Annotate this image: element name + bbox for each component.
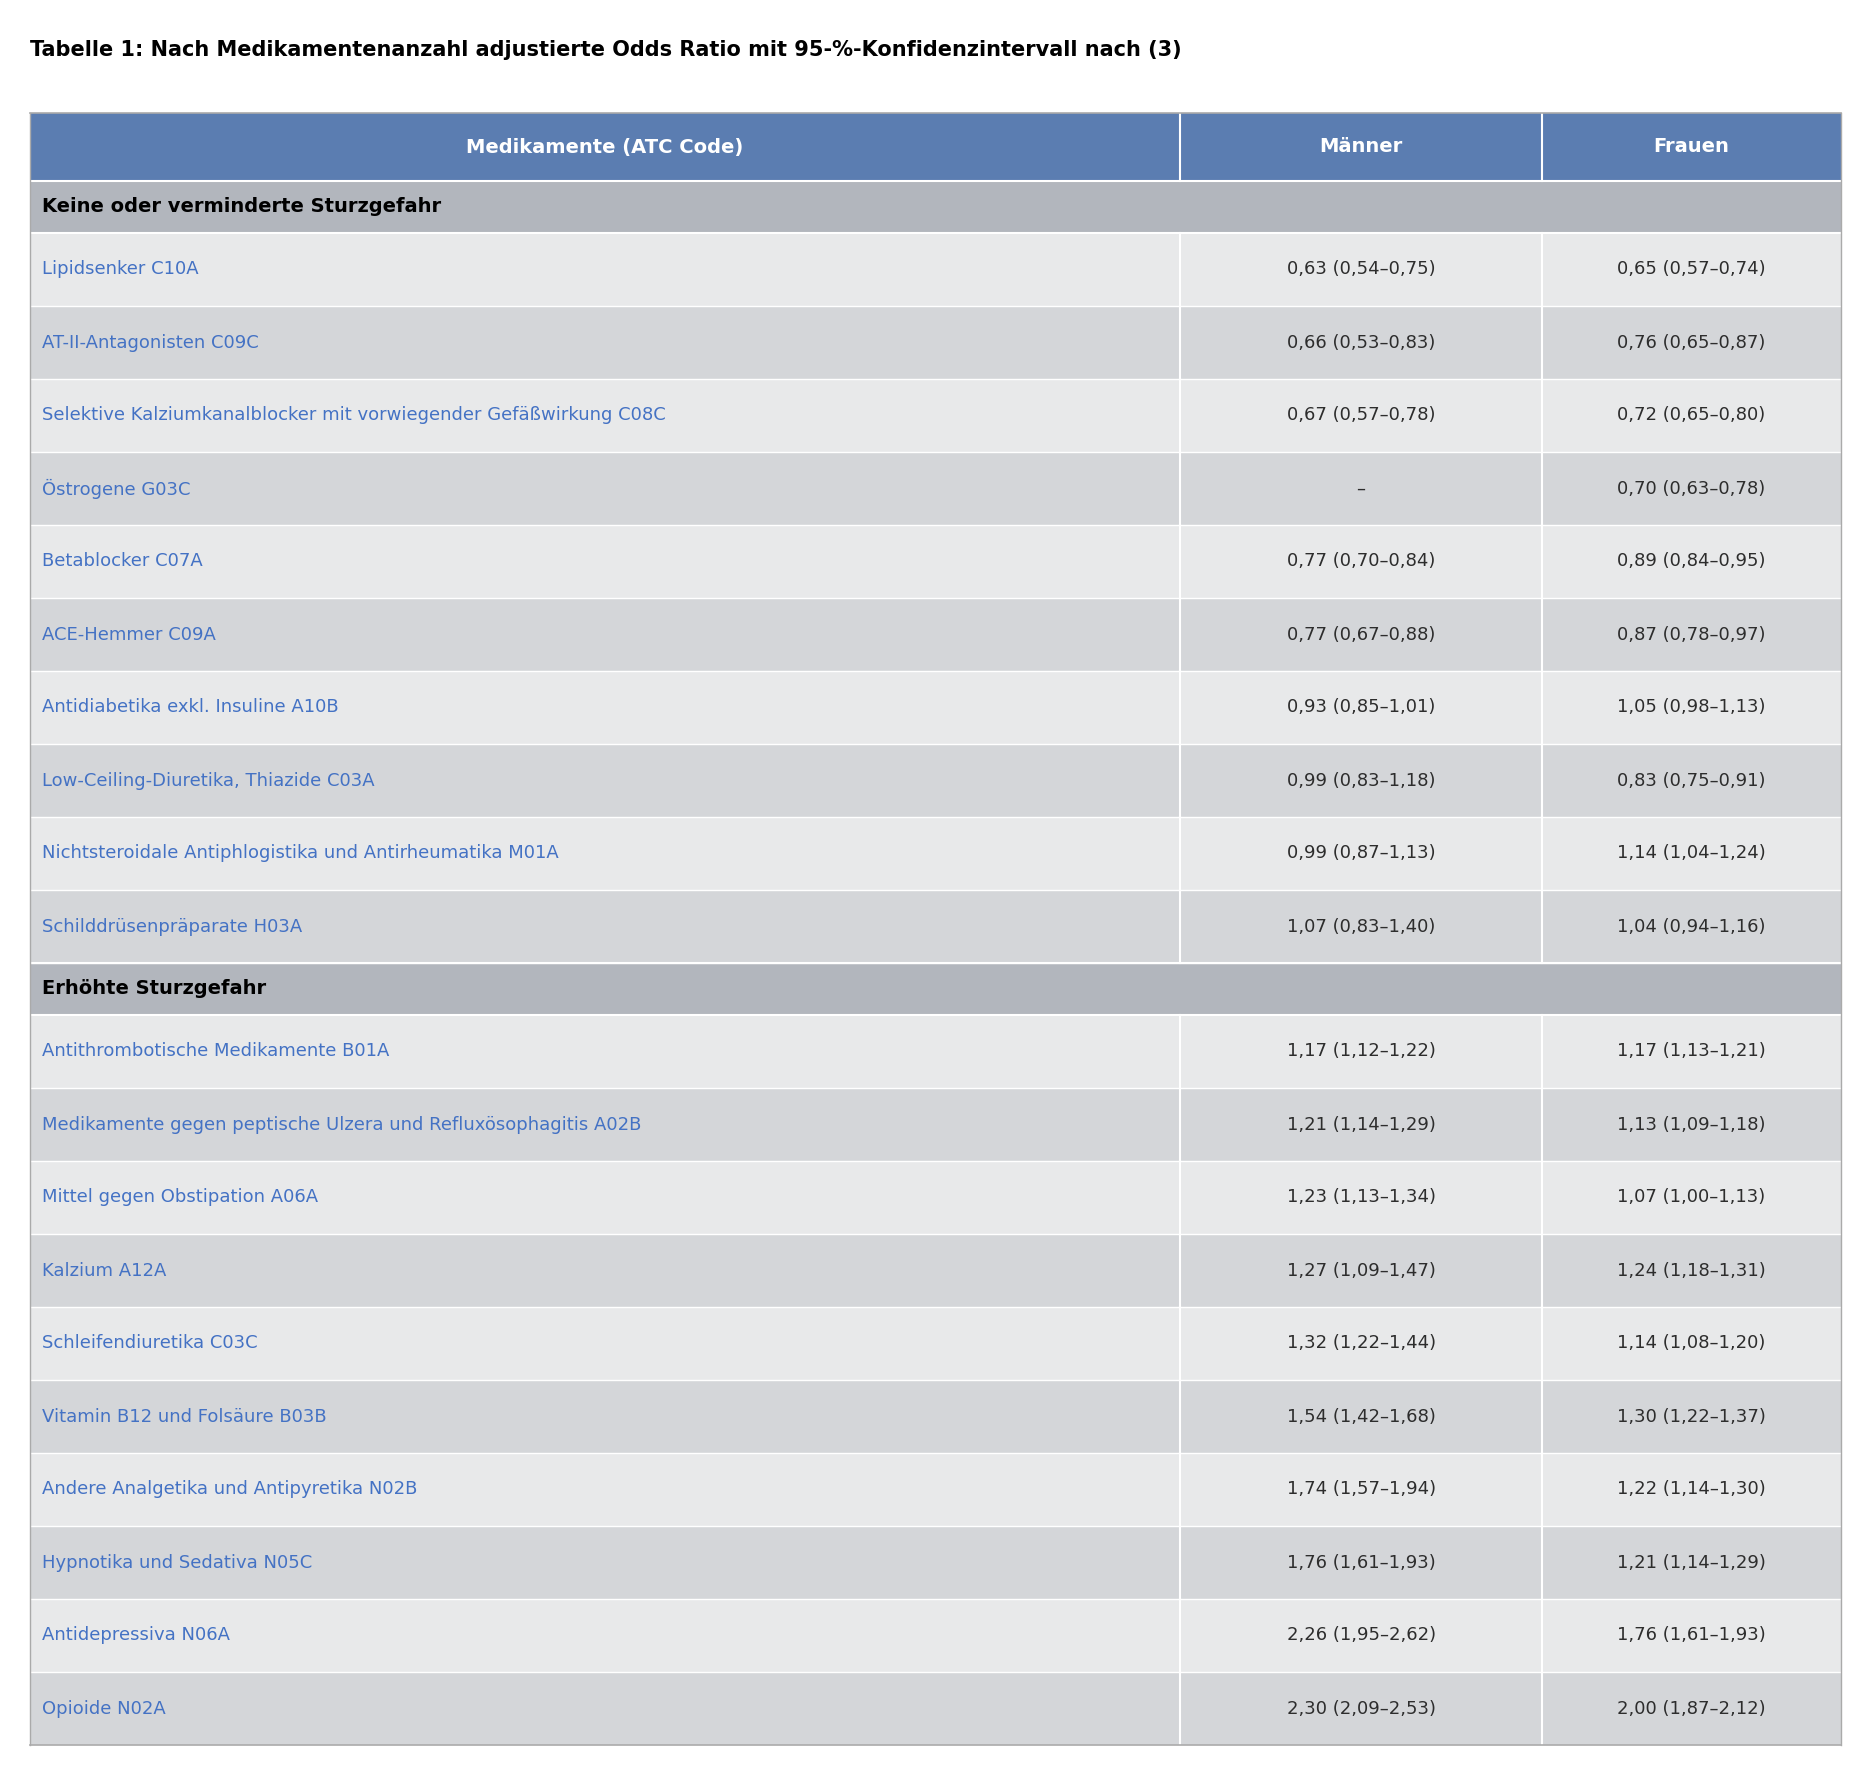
- Text: Lipidsenker C10A: Lipidsenker C10A: [41, 260, 198, 278]
- Text: 0,87 (0,78–0,97): 0,87 (0,78–0,97): [1617, 625, 1766, 644]
- Text: Erhöhte Sturzgefahr: Erhöhte Sturzgefahr: [41, 979, 266, 998]
- Bar: [30, 526, 1841, 598]
- Text: Antidiabetika exkl. Insuline A10B: Antidiabetika exkl. Insuline A10B: [41, 699, 339, 717]
- Text: 0,70 (0,63–0,78): 0,70 (0,63–0,78): [1617, 480, 1766, 497]
- Bar: [30, 113, 1841, 181]
- Text: 1,24 (1,18–1,31): 1,24 (1,18–1,31): [1617, 1262, 1766, 1280]
- Bar: [30, 1089, 1841, 1161]
- Text: 0,72 (0,65–0,80): 0,72 (0,65–0,80): [1617, 407, 1766, 425]
- Text: Medikamente gegen peptische Ulzera und Refluxösophagitis A02B: Medikamente gegen peptische Ulzera und R…: [41, 1115, 642, 1133]
- Text: Andere Analgetika und Antipyretika N02B: Andere Analgetika und Antipyretika N02B: [41, 1480, 417, 1499]
- Text: 1,14 (1,08–1,20): 1,14 (1,08–1,20): [1617, 1335, 1766, 1352]
- Text: 1,30 (1,22–1,37): 1,30 (1,22–1,37): [1617, 1407, 1766, 1425]
- Text: 1,76 (1,61–1,93): 1,76 (1,61–1,93): [1287, 1554, 1435, 1572]
- Text: Vitamin B12 und Folsäure B03B: Vitamin B12 und Folsäure B03B: [41, 1407, 327, 1425]
- Text: Kalzium A12A: Kalzium A12A: [41, 1262, 167, 1280]
- Text: Keine oder verminderte Sturzgefahr: Keine oder verminderte Sturzgefahr: [41, 198, 442, 216]
- Bar: [30, 234, 1841, 306]
- Text: 0,89 (0,84–0,95): 0,89 (0,84–0,95): [1617, 552, 1766, 570]
- Text: Low-Ceiling-Diuretika, Thiazide C03A: Low-Ceiling-Diuretika, Thiazide C03A: [41, 772, 374, 789]
- Bar: [30, 1306, 1841, 1381]
- Text: AT-II-Antagonisten C09C: AT-II-Antagonisten C09C: [41, 333, 258, 352]
- Text: Antithrombotische Medikamente B01A: Antithrombotische Medikamente B01A: [41, 1043, 389, 1060]
- Text: Männer: Männer: [1319, 138, 1403, 156]
- Text: Opioide N02A: Opioide N02A: [41, 1699, 167, 1717]
- Text: –: –: [1356, 480, 1366, 497]
- Text: 0,99 (0,83–1,18): 0,99 (0,83–1,18): [1287, 772, 1435, 789]
- Bar: [30, 1526, 1841, 1598]
- Bar: [30, 306, 1841, 379]
- Bar: [30, 671, 1841, 743]
- Text: 1,32 (1,22–1,44): 1,32 (1,22–1,44): [1287, 1335, 1435, 1352]
- Bar: [30, 963, 1841, 1014]
- Text: 1,22 (1,14–1,30): 1,22 (1,14–1,30): [1617, 1480, 1766, 1499]
- Bar: [30, 451, 1841, 526]
- Text: Tabelle 1: Nach Medikamentenanzahl adjustierte Odds Ratio mit 95-%-Konfidenzinte: Tabelle 1: Nach Medikamentenanzahl adjus…: [30, 41, 1182, 60]
- Bar: [30, 1234, 1841, 1306]
- Text: 2,00 (1,87–2,12): 2,00 (1,87–2,12): [1617, 1699, 1766, 1717]
- Text: 0,83 (0,75–0,91): 0,83 (0,75–0,91): [1617, 772, 1766, 789]
- Text: 0,63 (0,54–0,75): 0,63 (0,54–0,75): [1287, 260, 1435, 278]
- Text: 0,66 (0,53–0,83): 0,66 (0,53–0,83): [1287, 333, 1435, 352]
- Bar: [30, 1014, 1841, 1089]
- Text: 1,04 (0,94–1,16): 1,04 (0,94–1,16): [1617, 917, 1766, 936]
- Text: 1,05 (0,98–1,13): 1,05 (0,98–1,13): [1617, 699, 1766, 717]
- Text: 1,17 (1,12–1,22): 1,17 (1,12–1,22): [1287, 1043, 1435, 1060]
- Text: 0,67 (0,57–0,78): 0,67 (0,57–0,78): [1287, 407, 1435, 425]
- Bar: [30, 818, 1841, 890]
- Text: Hypnotika und Sedativa N05C: Hypnotika und Sedativa N05C: [41, 1554, 312, 1572]
- Text: 1,74 (1,57–1,94): 1,74 (1,57–1,94): [1287, 1480, 1435, 1499]
- Text: Schilddrüsenpräparate H03A: Schilddrüsenpräparate H03A: [41, 917, 303, 936]
- Text: Östrogene G03C: Östrogene G03C: [41, 478, 191, 499]
- Text: 1,76 (1,61–1,93): 1,76 (1,61–1,93): [1617, 1627, 1766, 1644]
- Text: Nichtsteroidale Antiphlogistika und Antirheumatika M01A: Nichtsteroidale Antiphlogistika und Anti…: [41, 844, 559, 862]
- Text: 1,13 (1,09–1,18): 1,13 (1,09–1,18): [1617, 1115, 1766, 1133]
- Text: 2,30 (2,09–2,53): 2,30 (2,09–2,53): [1287, 1699, 1435, 1717]
- Text: Mittel gegen Obstipation A06A: Mittel gegen Obstipation A06A: [41, 1188, 318, 1207]
- Text: Medikamente (ATC Code): Medikamente (ATC Code): [466, 138, 743, 156]
- Bar: [30, 1381, 1841, 1453]
- Bar: [30, 890, 1841, 963]
- Text: 0,77 (0,70–0,84): 0,77 (0,70–0,84): [1287, 552, 1435, 570]
- Text: 2,26 (1,95–2,62): 2,26 (1,95–2,62): [1287, 1627, 1435, 1644]
- Bar: [30, 1453, 1841, 1526]
- Text: 1,17 (1,13–1,21): 1,17 (1,13–1,21): [1617, 1043, 1766, 1060]
- Bar: [30, 743, 1841, 818]
- Text: 0,77 (0,67–0,88): 0,77 (0,67–0,88): [1287, 625, 1435, 644]
- Bar: [30, 1673, 1841, 1745]
- Text: ACE-Hemmer C09A: ACE-Hemmer C09A: [41, 625, 215, 644]
- Bar: [30, 379, 1841, 451]
- Bar: [30, 598, 1841, 671]
- Text: 1,21 (1,14–1,29): 1,21 (1,14–1,29): [1617, 1554, 1766, 1572]
- Text: Betablocker C07A: Betablocker C07A: [41, 552, 202, 570]
- Text: 1,14 (1,04–1,24): 1,14 (1,04–1,24): [1617, 844, 1766, 862]
- Text: 0,93 (0,85–1,01): 0,93 (0,85–1,01): [1287, 699, 1435, 717]
- Text: 1,54 (1,42–1,68): 1,54 (1,42–1,68): [1287, 1407, 1435, 1425]
- Text: Selektive Kalziumkanalblocker mit vorwiegender Gefäßwirkung C08C: Selektive Kalziumkanalblocker mit vorwie…: [41, 407, 666, 425]
- Bar: [30, 181, 1841, 234]
- Text: 0,99 (0,87–1,13): 0,99 (0,87–1,13): [1287, 844, 1435, 862]
- Bar: [30, 1598, 1841, 1673]
- Text: Frauen: Frauen: [1654, 138, 1729, 156]
- Text: 1,27 (1,09–1,47): 1,27 (1,09–1,47): [1287, 1262, 1435, 1280]
- Bar: [30, 1161, 1841, 1234]
- Text: 1,21 (1,14–1,29): 1,21 (1,14–1,29): [1287, 1115, 1435, 1133]
- Text: 0,76 (0,65–0,87): 0,76 (0,65–0,87): [1617, 333, 1766, 352]
- Text: 1,07 (0,83–1,40): 1,07 (0,83–1,40): [1287, 917, 1435, 936]
- Text: Schleifendiuretika C03C: Schleifendiuretika C03C: [41, 1335, 258, 1352]
- Text: 1,23 (1,13–1,34): 1,23 (1,13–1,34): [1287, 1188, 1435, 1207]
- Text: 1,07 (1,00–1,13): 1,07 (1,00–1,13): [1617, 1188, 1766, 1207]
- Text: 0,65 (0,57–0,74): 0,65 (0,57–0,74): [1617, 260, 1766, 278]
- Text: Antidepressiva N06A: Antidepressiva N06A: [41, 1627, 230, 1644]
